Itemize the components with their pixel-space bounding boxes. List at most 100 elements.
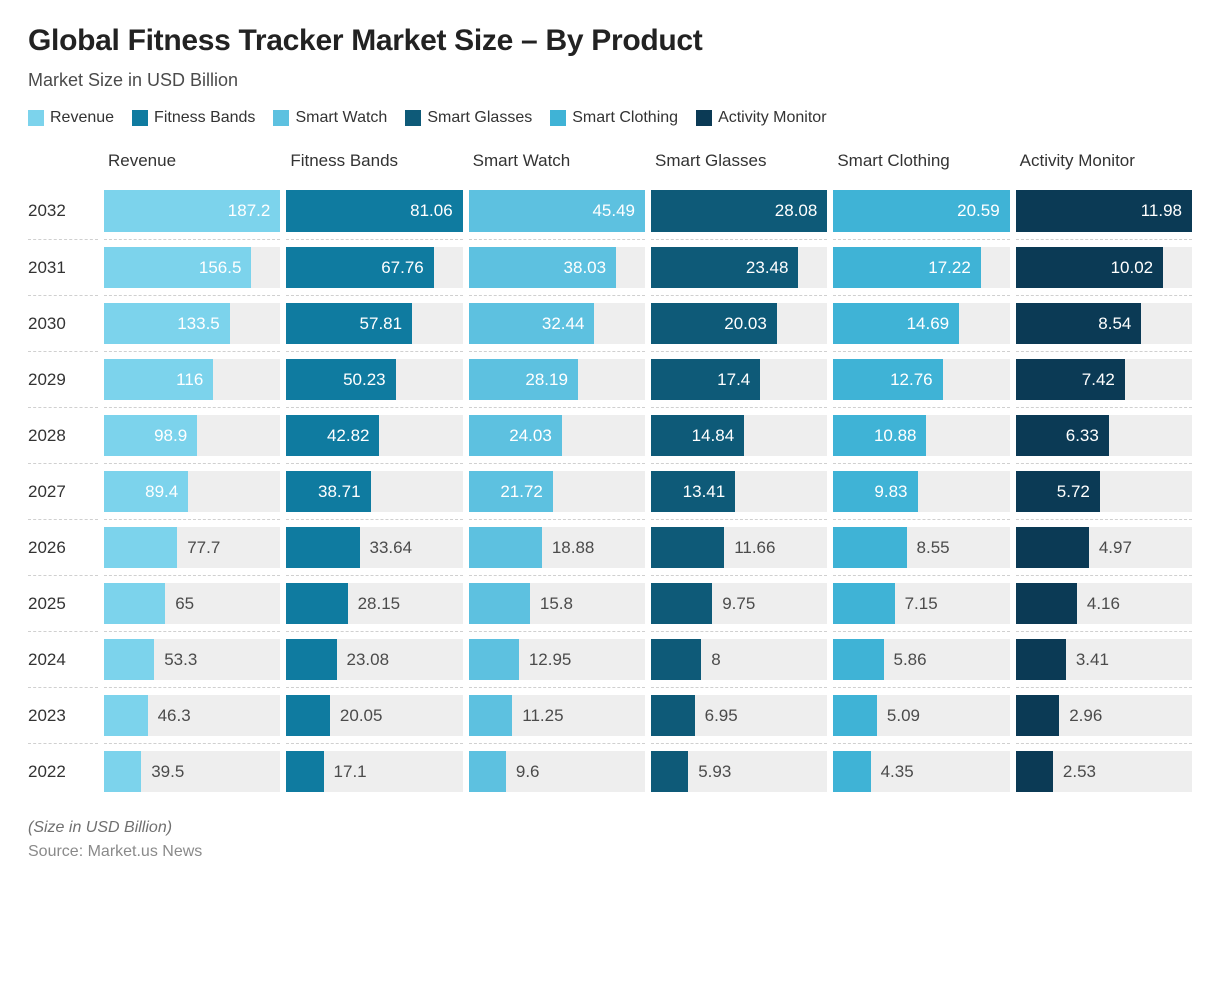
bar-track: 45.49: [469, 190, 645, 232]
bar-value-label: 4.16: [1077, 594, 1120, 614]
bar-track: 8.54: [1016, 303, 1192, 344]
bar-fill: [833, 695, 877, 736]
bar-cell: 10.88: [833, 407, 1009, 463]
row-year-label: 2024: [28, 631, 98, 687]
bar-value-label: 2.96: [1059, 706, 1102, 726]
bar-track: 17.4: [651, 359, 827, 400]
bar-fill: [469, 471, 553, 512]
bar-track: 3.41: [1016, 639, 1192, 680]
bar-fill: [286, 303, 412, 344]
bar-cell: 8.55: [833, 519, 1009, 575]
bar-fill: [469, 415, 562, 456]
bar-fill: [286, 471, 370, 512]
bar-fill: [286, 359, 395, 400]
bar-fill: [833, 359, 942, 400]
bar-cell: 7.15: [833, 575, 1009, 631]
bar-cell: 20.05: [286, 687, 462, 743]
bar-cell: 5.09: [833, 687, 1009, 743]
bar-cell: 4.35: [833, 743, 1009, 799]
bar-cell: 65: [104, 575, 280, 631]
bar-fill: [104, 247, 251, 288]
bar-track: 18.88: [469, 527, 645, 568]
bar-fill: [651, 471, 735, 512]
bar-track: 116: [104, 359, 280, 400]
column-header: Smart Clothing: [833, 151, 1009, 183]
bar-cell: 10.02: [1016, 239, 1192, 295]
bar-fill: [104, 751, 141, 792]
bar-value-label: 15.8: [530, 594, 573, 614]
bar-track: 17.1: [286, 751, 462, 792]
bar-track: 5.86: [833, 639, 1009, 680]
bar-value-label: 11.66: [724, 538, 775, 558]
bar-value-label: 8.55: [907, 538, 950, 558]
bar-fill: [651, 695, 695, 736]
bar-table-chart: RevenueFitness BandsSmart WatchSmart Gla…: [28, 151, 1192, 799]
bar-track: 17.22: [833, 247, 1009, 288]
bar-value-label: 12.95: [519, 650, 572, 670]
bar-cell: 6.95: [651, 687, 827, 743]
row-year-label: 2029: [28, 351, 98, 407]
bar-fill: [651, 751, 688, 792]
bar-cell: 18.88: [469, 519, 645, 575]
bar-track: 15.8: [469, 583, 645, 624]
bar-cell: 38.03: [469, 239, 645, 295]
bar-track: 32.44: [469, 303, 645, 344]
legend-item: Activity Monitor: [696, 109, 826, 127]
bar-cell: 45.49: [469, 183, 645, 239]
bar-fill: [104, 415, 197, 456]
legend-swatch: [28, 110, 44, 126]
bar-fill: [286, 639, 336, 680]
bar-cell: 11.98: [1016, 183, 1192, 239]
bar-cell: 46.3: [104, 687, 280, 743]
bar-cell: 8.54: [1016, 295, 1192, 351]
bar-cell: 9.75: [651, 575, 827, 631]
bar-track: 10.88: [833, 415, 1009, 456]
bar-track: 23.08: [286, 639, 462, 680]
bar-fill: [651, 527, 724, 568]
bar-fill: [1016, 527, 1089, 568]
bar-value-label: 28.15: [348, 594, 401, 614]
bar-track: 53.3: [104, 639, 280, 680]
bar-cell: 12.76: [833, 351, 1009, 407]
bar-fill: [1016, 415, 1109, 456]
bar-cell: 77.7: [104, 519, 280, 575]
bar-track: 14.69: [833, 303, 1009, 344]
bar-track: 77.7: [104, 527, 280, 568]
bar-value-label: 17.1: [324, 762, 367, 782]
bar-cell: 67.76: [286, 239, 462, 295]
bar-value-label: 9.6: [506, 762, 540, 782]
bar-cell: 28.15: [286, 575, 462, 631]
bar-track: 12.76: [833, 359, 1009, 400]
bar-cell: 5.86: [833, 631, 1009, 687]
bar-cell: 53.3: [104, 631, 280, 687]
bar-cell: 17.22: [833, 239, 1009, 295]
bar-fill: [286, 247, 433, 288]
bar-fill: [104, 527, 177, 568]
legend-item: Fitness Bands: [132, 109, 255, 127]
bar-track: 7.15: [833, 583, 1009, 624]
bar-fill: [104, 583, 165, 624]
bar-track: 50.23: [286, 359, 462, 400]
bar-cell: 2.53: [1016, 743, 1192, 799]
legend-item: Smart Clothing: [550, 109, 678, 127]
bar-cell: 9.6: [469, 743, 645, 799]
legend-label: Smart Clothing: [572, 109, 678, 127]
bar-fill: [104, 190, 280, 232]
column-header: Smart Watch: [469, 151, 645, 183]
legend-item: Smart Glasses: [405, 109, 532, 127]
bar-fill: [469, 695, 513, 736]
bar-cell: 28.19: [469, 351, 645, 407]
bar-track: 5.72: [1016, 471, 1192, 512]
bar-fill: [833, 751, 870, 792]
bar-cell: 24.03: [469, 407, 645, 463]
bar-cell: 156.5: [104, 239, 280, 295]
legend-label: Revenue: [50, 109, 114, 127]
bar-fill: [286, 190, 462, 232]
bar-track: 8: [651, 639, 827, 680]
bar-value-label: 20.05: [330, 706, 383, 726]
bar-fill: [833, 527, 906, 568]
bar-track: 5.93: [651, 751, 827, 792]
bar-track: 12.95: [469, 639, 645, 680]
bar-cell: 57.81: [286, 295, 462, 351]
bar-cell: 39.5: [104, 743, 280, 799]
